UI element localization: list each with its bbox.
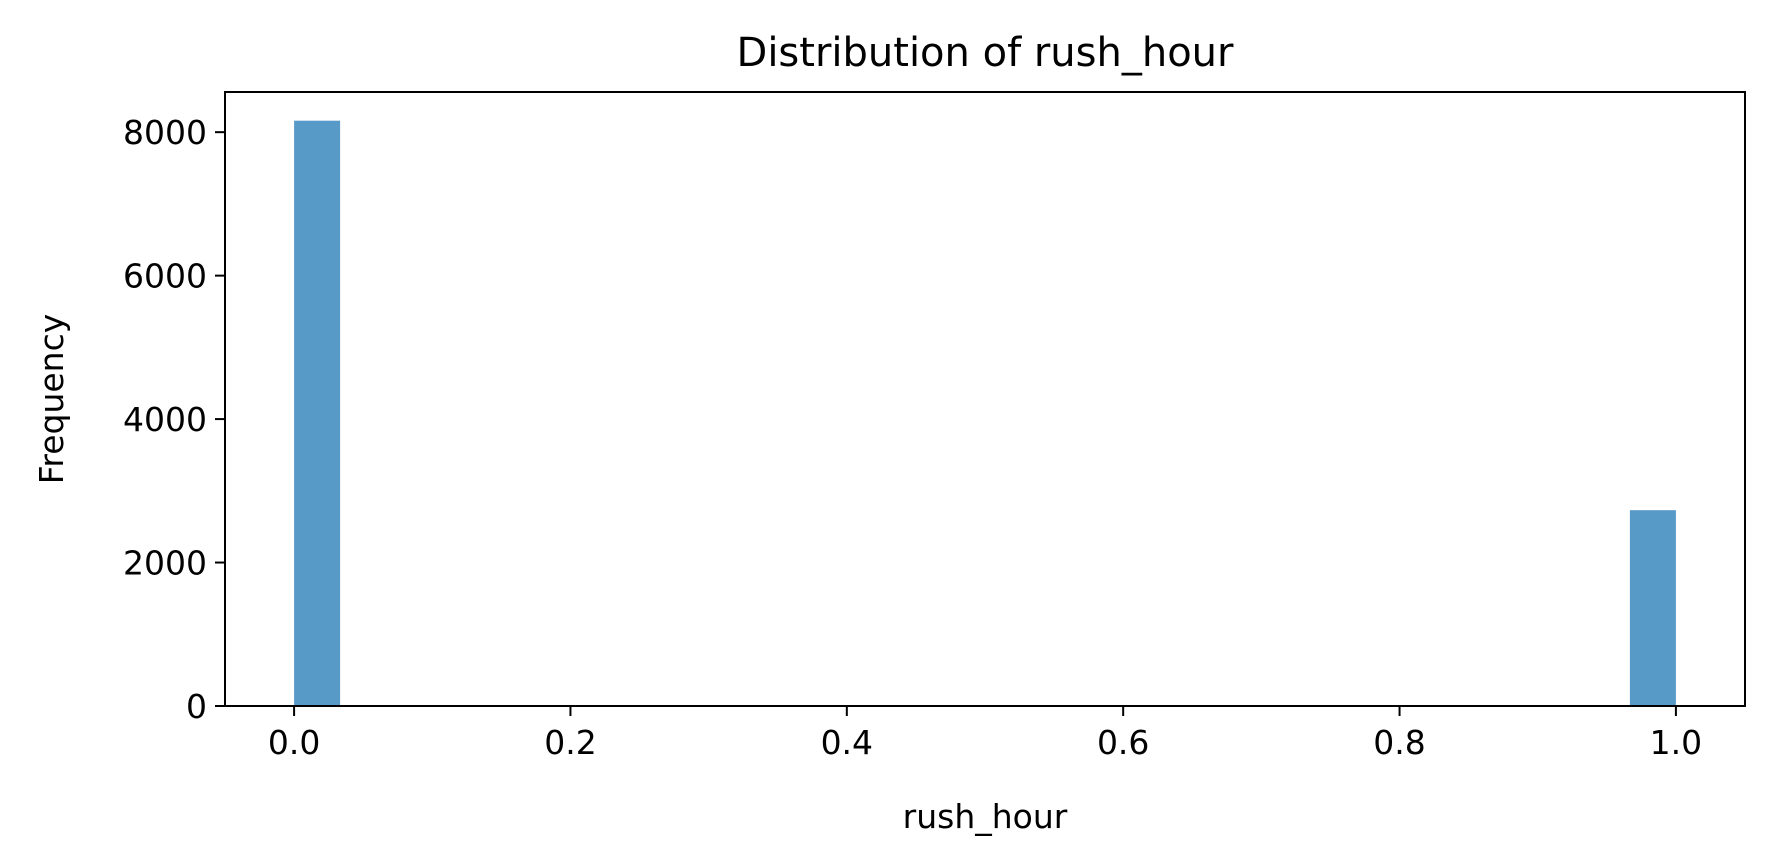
- y-tick-label: 8000: [123, 113, 207, 152]
- x-tick-label: 0.4: [821, 723, 873, 762]
- y-tick-label: 2000: [123, 544, 207, 583]
- x-axis-ticks: 0.0 0.2 0.4 0.6 0.8 1.0: [268, 706, 1702, 762]
- bars: [294, 120, 1676, 706]
- y-tick-label: 6000: [123, 257, 207, 296]
- plot-frame: [224, 91, 1746, 707]
- y-axis-ticks: 0 2000 4000 6000 8000: [123, 113, 225, 726]
- histogram-bar-1: [1629, 510, 1676, 706]
- x-axis-label: rush_hour: [903, 797, 1068, 836]
- y-axis-label: Frequency: [32, 314, 71, 484]
- chart-title: Distribution of rush_hour: [737, 30, 1235, 76]
- histogram-bar-0: [294, 120, 341, 706]
- y-tick-label: 4000: [123, 400, 207, 439]
- x-tick-label: 0.0: [268, 723, 320, 762]
- y-tick-label: 0: [186, 687, 207, 726]
- x-tick-label: 0.8: [1373, 723, 1425, 762]
- x-tick-label: 1.0: [1650, 723, 1702, 762]
- x-tick-label: 0.2: [544, 723, 596, 762]
- x-tick-label: 0.6: [1097, 723, 1149, 762]
